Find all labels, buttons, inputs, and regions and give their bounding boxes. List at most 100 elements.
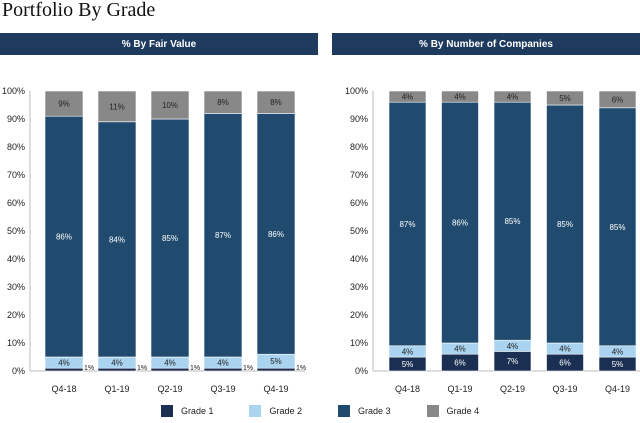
legend-swatch-grade-2: [249, 405, 262, 417]
fair-value-y-tick-label: 80%: [7, 142, 25, 152]
fair-value-category-label: Q2-19: [157, 384, 182, 394]
fair-value-data-label: 5%: [270, 357, 282, 366]
company-count-y-tick-label: 20%: [350, 310, 368, 320]
fair-value-bar-grade-1: [97, 367, 137, 372]
fair-value-bar-grade-4: [44, 90, 84, 117]
company-count-y-tick-label: 60%: [350, 198, 368, 208]
company-count-category-label: Q1-19: [447, 384, 472, 394]
fair-value-y-tick-label: 30%: [7, 282, 25, 292]
company-count-data-label: 6%: [559, 359, 571, 368]
fair-value-y-tick-label: 0%: [12, 366, 25, 376]
company-count-data-label: 6%: [612, 95, 624, 104]
fair-value-bar-grade-3: [256, 113, 296, 355]
company-count-data-label: 7%: [507, 357, 519, 366]
company-count-data-label: 85%: [557, 220, 573, 229]
company-count-data-label: 6%: [454, 359, 466, 368]
fair-value-y-tick-label: 40%: [7, 254, 25, 264]
company-count-bar-grade-3: [493, 101, 532, 341]
fair-value-data-label: 1%: [243, 365, 253, 372]
fair-value-category-label: Q1-19: [104, 384, 129, 394]
legend-item-grade-1: Grade 1: [160, 405, 214, 417]
company-count-data-label: 4%: [454, 93, 466, 102]
legend-swatch-grade-4: [426, 405, 439, 417]
legend-label-grade-1: Grade 1: [180, 406, 214, 416]
fair-value-y-tick-label: 50%: [7, 226, 25, 236]
company-count-bar-grade-4: [493, 90, 532, 103]
company-count-y-tick-label: 80%: [350, 142, 368, 152]
company-count-category-label: Q4-18: [395, 384, 420, 394]
fair-value-data-label: 85%: [162, 234, 178, 243]
company-count-category-label: Q2-19: [500, 384, 525, 394]
company-count-data-label: 5%: [612, 360, 624, 369]
fair-value-bar-grade-3: [203, 113, 243, 358]
company-count-bar-grade-4: [598, 90, 637, 109]
fair-value-data-label: 1%: [190, 365, 200, 372]
fair-value-data-label: 10%: [162, 101, 178, 110]
company-count-y-tick-label: 0%: [355, 366, 368, 376]
legend-label-grade-3: Grade 3: [358, 406, 391, 416]
fair-value-bar-grade-1: [256, 367, 296, 372]
company-count-bar-grade-3: [546, 104, 584, 344]
company-count-bar-grade-3: [441, 101, 479, 344]
company-count-data-label: 4%: [612, 347, 624, 356]
company-count-data-label: 85%: [504, 217, 520, 226]
fair-value-bar-grade-4: [203, 90, 243, 114]
fair-value-data-label: 86%: [56, 233, 72, 242]
fair-value-data-label: 1%: [296, 365, 306, 372]
fair-value-y-tick-label: 100%: [2, 86, 25, 96]
company-count-data-label: 4%: [454, 345, 466, 354]
fair-value-bar-grade-1: [203, 367, 243, 372]
company-count-y-tick-label: 100%: [345, 86, 368, 96]
company-count-bar-grade-3: [388, 101, 427, 347]
legend-label-grade-2: Grade 2: [269, 406, 302, 416]
fair-value-data-label: 8%: [270, 98, 282, 107]
company-count-bar-grade-4: [546, 90, 584, 106]
company-count-data-label: 4%: [559, 345, 571, 354]
company-count-y-tick-label: 50%: [350, 226, 368, 236]
legend-label-grade-4: Grade 4: [446, 406, 480, 416]
fair-value-bar-grade-4: [256, 90, 296, 114]
legend-item-grade-4: Grade 4: [426, 405, 480, 417]
fair-value-category-label: Q4-19: [263, 384, 288, 394]
fair-value-bar-grade-3: [44, 115, 84, 358]
fair-value-data-label: 4%: [217, 359, 229, 368]
fair-value-data-label: 1%: [84, 365, 94, 372]
company-count-data-label: 4%: [402, 347, 414, 356]
company-count-bar-grade-4: [388, 90, 427, 103]
fair-value-data-label: 86%: [268, 230, 284, 239]
fair-value-bar-grade-1: [44, 367, 84, 372]
company-count-data-label: 85%: [609, 223, 625, 232]
page-title: Portfolio By Grade: [2, 0, 156, 21]
fair-value-y-tick-label: 20%: [7, 310, 25, 320]
fair-value-chart-header: % By Fair Value: [0, 33, 318, 55]
legend: Grade 1 Grade 2 Grade 3 Grade 4: [0, 401, 640, 421]
fair-value-data-label: 9%: [58, 100, 70, 109]
fair-value-data-label: 4%: [164, 359, 176, 368]
company-count-chart-header: % By Number of Companies: [332, 33, 640, 55]
company-count-category-label: Q4-19: [605, 384, 630, 394]
fair-value-y-tick-label: 10%: [7, 338, 25, 348]
fair-value-data-label: 1%: [137, 365, 147, 372]
fair-value-category-label: Q3-19: [210, 384, 235, 394]
company-count-data-label: 4%: [402, 93, 414, 102]
fair-value-data-label: 11%: [109, 102, 124, 111]
fair-value-y-tick-label: 70%: [7, 170, 25, 180]
company-count-bar-grade-4: [441, 90, 479, 103]
fair-value-bar-grade-3: [97, 121, 137, 358]
company-count-data-label: 5%: [559, 94, 571, 103]
company-count-y-tick-label: 30%: [350, 282, 368, 292]
legend-item-grade-3: Grade 3: [338, 405, 391, 417]
company-count-y-tick-label: 40%: [350, 254, 368, 264]
company-count-data-label: 5%: [402, 360, 414, 369]
company-count-data-label: 4%: [507, 93, 519, 102]
fair-value-data-label: 8%: [217, 98, 229, 107]
company-count-category-label: Q3-19: [552, 384, 577, 394]
fair-value-data-label: 4%: [111, 359, 123, 368]
legend-item-grade-2: Grade 2: [249, 405, 302, 417]
fair-value-category-label: Q4-18: [51, 384, 76, 394]
company-count-y-tick-label: 10%: [350, 338, 368, 348]
fair-value-data-label: 84%: [109, 235, 125, 244]
fair-value-y-tick-label: 90%: [7, 114, 25, 124]
fair-value-y-tick-label: 60%: [7, 198, 25, 208]
